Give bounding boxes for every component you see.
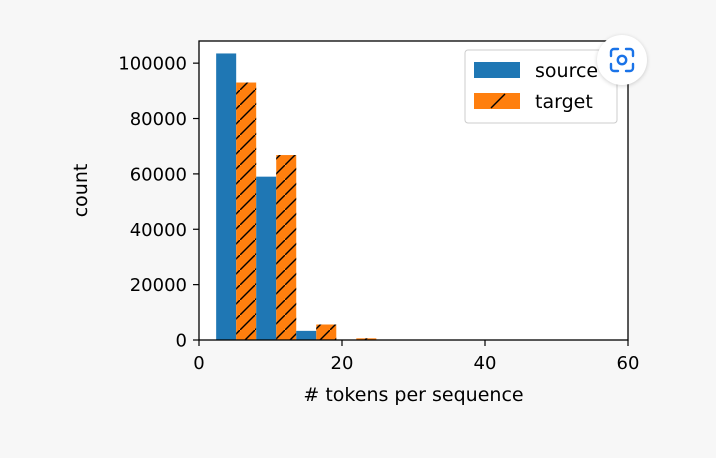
lens-search-button[interactable] bbox=[597, 35, 647, 85]
y-tick-label: 0 bbox=[176, 331, 187, 352]
x-tick-label: 0 bbox=[193, 353, 204, 374]
x-axis-label: # tokens per sequence bbox=[303, 384, 523, 406]
bar-source-0 bbox=[216, 53, 236, 340]
y-tick-label: 20000 bbox=[130, 275, 187, 296]
legend-swatch-target bbox=[474, 93, 520, 109]
x-tick-label: 60 bbox=[617, 353, 640, 374]
legend-label-target: target bbox=[535, 91, 593, 113]
x-tick-label: 20 bbox=[331, 353, 354, 374]
x-tick-label: 40 bbox=[474, 353, 497, 374]
bar-hatch-target-2 bbox=[316, 325, 336, 341]
y-axis-label: count bbox=[70, 164, 92, 218]
x-ticks: 0 20 40 60 bbox=[193, 340, 639, 374]
bar-hatch-target-1 bbox=[276, 155, 296, 340]
bar-hatch-target-0 bbox=[236, 83, 256, 340]
bar-source-1 bbox=[256, 177, 276, 340]
bar-source-2 bbox=[296, 331, 316, 340]
google-lens-icon bbox=[608, 46, 636, 74]
y-tick-label: 100000 bbox=[118, 54, 187, 75]
legend[interactable]: source target bbox=[465, 50, 617, 123]
legend-swatch-source bbox=[474, 62, 520, 78]
y-tick-label: 40000 bbox=[130, 220, 187, 241]
legend-label-source: source bbox=[535, 60, 598, 82]
y-tick-label: 80000 bbox=[130, 109, 187, 130]
y-tick-label: 60000 bbox=[130, 164, 187, 185]
y-ticks: 0 20000 40000 60000 80000 100000 bbox=[118, 54, 199, 352]
